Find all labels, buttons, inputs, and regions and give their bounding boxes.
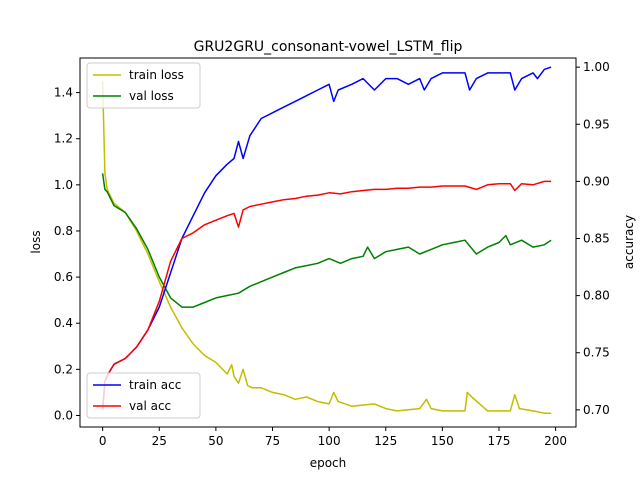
x-tick-label: 150: [431, 434, 454, 448]
legend-label: val acc: [129, 399, 171, 413]
x-tick-label: 25: [152, 434, 167, 448]
legend-label: train acc: [129, 378, 181, 392]
y-right-tick-label: 1.00: [583, 60, 610, 74]
y-right-tick-label: 0.80: [583, 289, 610, 303]
series-line-train-loss: [101, 81, 552, 414]
x-axis-label: epoch: [310, 456, 347, 470]
legend-label: val loss: [129, 89, 174, 103]
legend-accuracy: train acc val acc: [86, 372, 201, 419]
y-right-tick-label: 0.95: [583, 117, 610, 131]
chart-title: GRU2GRU_consonant-vowel_LSTM_flip: [194, 39, 463, 55]
series-line-val-loss: [101, 173, 552, 308]
plot-frame: [79, 57, 577, 428]
y-left-tick-label: 1.4: [54, 86, 73, 100]
y-left-tick-label: 0.8: [54, 224, 73, 238]
legend-loss: train loss val loss: [86, 62, 201, 109]
x-tick-label: 125: [374, 434, 397, 448]
y-right-tick-label: 0.70: [583, 403, 610, 417]
y-axis-left: 0.0 0.2 0.4 0.6 0.8 1.0 1.2 1.4: [54, 86, 80, 422]
y-left-tick-label: 0.4: [54, 316, 73, 330]
y-left-tick-label: 0.0: [54, 408, 73, 422]
y-axis-right: 0.70 0.75 0.80 0.85 0.90 0.95 1.00: [576, 60, 610, 417]
x-tick-label: 175: [488, 434, 511, 448]
x-tick-label: 100: [318, 434, 341, 448]
series-line-train-acc: [101, 66, 552, 410]
y-left-tick-label: 0.6: [54, 270, 73, 284]
y-left-tick-label: 0.2: [54, 362, 73, 376]
legend-label: train loss: [129, 68, 184, 82]
x-tick-label: 50: [208, 434, 223, 448]
y-left-tick-label: 1.2: [54, 132, 73, 146]
y-axis-left-label: loss: [29, 230, 43, 253]
x-axis: 0 25 50 75 100 125 150 175 200: [99, 427, 567, 448]
y-right-tick-label: 0.85: [583, 232, 610, 246]
y-axis-right-label: accuracy: [622, 215, 636, 269]
x-tick-label: 0: [99, 434, 107, 448]
x-tick-label: 200: [544, 434, 567, 448]
x-tick-label: 75: [265, 434, 280, 448]
series-layer: [101, 66, 552, 414]
y-right-tick-label: 0.90: [583, 174, 610, 188]
series-line-val-acc: [101, 180, 552, 410]
y-right-tick-label: 0.75: [583, 346, 610, 360]
y-left-tick-label: 1.0: [54, 178, 73, 192]
